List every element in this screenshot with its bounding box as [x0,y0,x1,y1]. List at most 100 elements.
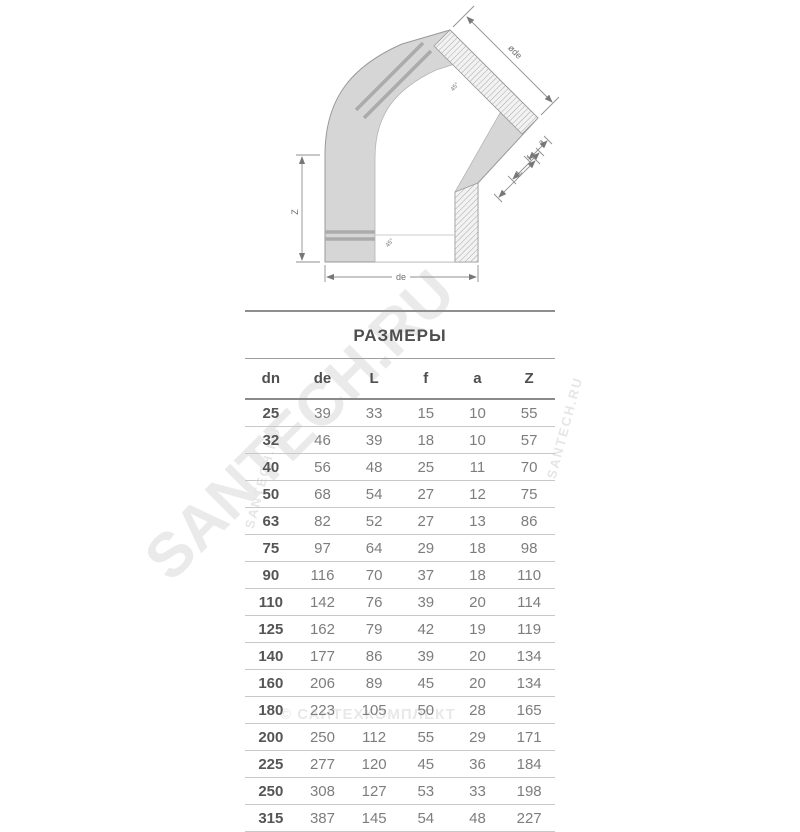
cell-f: 15 [399,399,452,427]
column-header: de [296,359,349,400]
cell-f: 39 [399,588,452,616]
cell-f: 27 [399,507,452,535]
dim-label-f: f [525,154,533,162]
cell-de: 82 [296,507,349,535]
cell-l: 64 [348,534,400,562]
cell-de: 387 [296,804,349,832]
cell-de: 39 [296,399,349,427]
table-title: РАЗМЕРЫ [245,312,555,359]
cell-a: 18 [451,534,504,562]
table-row: 125 162 79 42 19 119 [245,615,555,643]
header-row: dn de L f a Z [245,359,555,400]
table-row: 250 308 127 53 33 198 [245,777,555,805]
cell-a: 20 [451,642,504,670]
table-row: 63 82 52 27 13 86 [245,507,555,535]
cell-f: 27 [399,480,452,508]
cell-z: 57 [503,426,555,454]
cell-a: 20 [451,588,504,616]
cell-l: 54 [348,480,400,508]
column-header: a [451,359,504,400]
cell-dn: 140 [245,642,297,670]
cell-z: 134 [503,642,555,670]
catalog-page: SANTECH.RU SANTECH.RU SANTECH.RU © САНТЕ… [132,5,585,832]
cell-dn: 50 [245,480,297,508]
elbow-diagram: Z de øde [290,5,560,282]
angle-note-top: 45° [450,81,461,92]
cell-z: 55 [503,399,555,427]
cell-a: 18 [451,561,504,589]
cell-l: 127 [348,777,400,805]
cell-l: 105 [348,696,400,724]
table-row: 140 177 86 39 20 134 [245,642,555,670]
cell-a: 10 [451,399,504,427]
cell-f: 18 [399,426,452,454]
cell-l: 120 [348,750,400,778]
cell-dn: 75 [245,534,297,562]
cell-de: 97 [296,534,349,562]
column-header: f [399,359,452,400]
cell-de: 308 [296,777,349,805]
cell-z: 171 [503,723,555,751]
cell-z: 198 [503,777,555,805]
cell-l: 89 [348,669,400,697]
cell-l: 39 [348,426,400,454]
cell-z: 110 [503,561,555,589]
cell-de: 206 [296,669,349,697]
cell-f: 25 [399,453,452,481]
cell-f: 45 [399,750,452,778]
column-header: L [348,359,400,400]
cell-z: 227 [503,804,555,832]
table-row: 40 56 48 25 11 70 [245,453,555,481]
cell-de: 56 [296,453,349,481]
cell-l: 86 [348,642,400,670]
cell-a: 20 [451,669,504,697]
cell-f: 53 [399,777,452,805]
cell-l: 76 [348,588,400,616]
cell-de: 250 [296,723,349,751]
cell-dn: 40 [245,453,297,481]
cell-dn: 25 [245,399,297,427]
dim-label-de-bottom: de [396,272,406,282]
cell-de: 46 [296,426,349,454]
cell-l: 48 [348,453,400,481]
cell-f: 39 [399,642,452,670]
cell-dn: 180 [245,696,297,724]
dim-z [296,154,320,263]
cell-de: 223 [296,696,349,724]
dim-de-label-bg [392,271,410,282]
elbow-body [324,29,539,263]
dimensions-section: РАЗМЕРЫ dn de L f a Z [245,310,555,832]
cell-z: 70 [503,453,555,481]
cell-l: 112 [348,723,400,751]
cell-dn: 250 [245,777,297,805]
cell-l: 52 [348,507,400,535]
cell-f: 37 [399,561,452,589]
table-row: 75 97 64 29 18 98 [245,534,555,562]
column-header: Z [503,359,555,400]
dim-de-top [452,5,560,116]
cell-z: 119 [503,615,555,643]
table-row: 32 46 39 18 10 57 [245,426,555,454]
cell-a: 36 [451,750,504,778]
dim-label-z: Z [290,209,300,215]
dim-afl [493,135,553,203]
column-header: dn [245,359,297,400]
cell-a: 12 [451,480,504,508]
cell-dn: 63 [245,507,297,535]
cell-a: 28 [451,696,504,724]
cell-dn: 125 [245,615,297,643]
cell-a: 13 [451,507,504,535]
cell-l: 145 [348,804,400,832]
cell-de: 177 [296,642,349,670]
cell-z: 86 [503,507,555,535]
cell-f: 55 [399,723,452,751]
cell-dn: 315 [245,804,297,832]
table-row: 90 116 70 37 18 110 [245,561,555,589]
cell-dn: 225 [245,750,297,778]
cell-f: 42 [399,615,452,643]
cell-a: 48 [451,804,504,832]
cell-z: 134 [503,669,555,697]
angle-note-bottom: 45° [385,237,396,248]
cell-de: 116 [296,561,349,589]
dim-label-a: a [536,137,546,147]
